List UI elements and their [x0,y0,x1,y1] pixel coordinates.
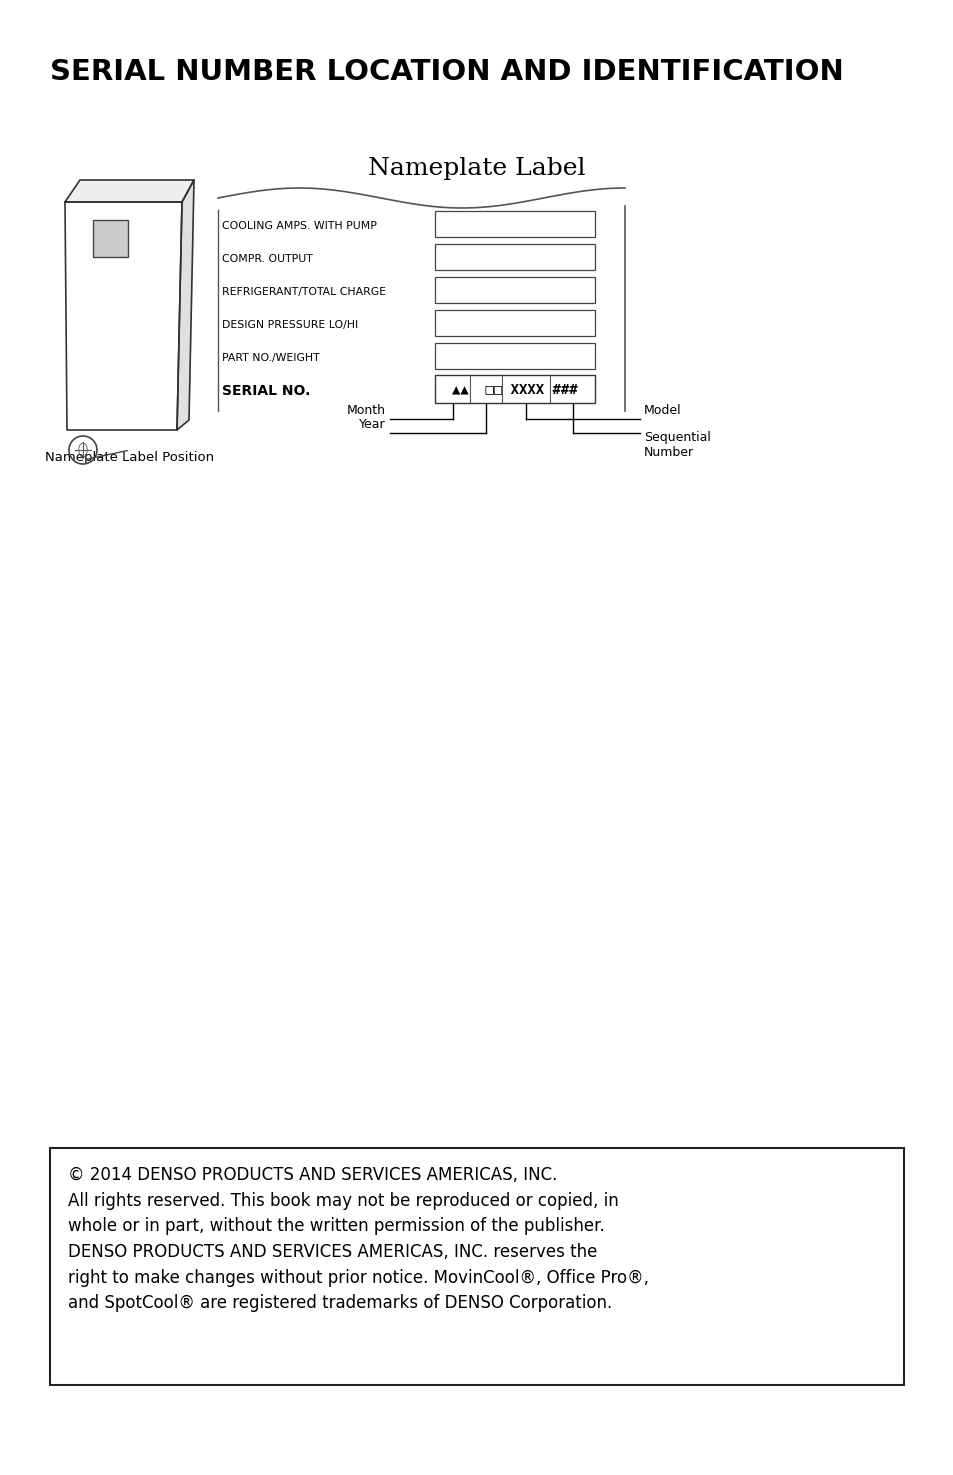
Bar [435,277,595,302]
Text: Month: Month [347,404,386,417]
Polygon shape [65,180,193,202]
Text: COMPR. OUTPUT: COMPR. OUTPUT [222,254,313,264]
Text: Model: Model [643,404,680,417]
Bar [50,1148,903,1385]
Bar [435,211,595,237]
Polygon shape [177,180,193,431]
Text: ▲▲  □□ XXXX ###: ▲▲ □□ XXXX ### [452,382,578,395]
Text: © 2014 DENSO PRODUCTS AND SERVICES AMERICAS, INC.
All rights reserved. This book: © 2014 DENSO PRODUCTS AND SERVICES AMERI… [68,1167,648,1313]
Text: REFRIGERANT/TOTAL CHARGE: REFRIGERANT/TOTAL CHARGE [222,288,386,296]
Bar [435,344,595,369]
Text: Year: Year [359,417,386,431]
Bar [435,243,595,270]
Text: DESIGN PRESSURE LO/HI: DESIGN PRESSURE LO/HI [222,320,358,330]
Text: SERIAL NO.: SERIAL NO. [222,384,310,398]
Text: Nameplate Label: Nameplate Label [368,156,585,180]
Text: PART NO./WEIGHT: PART NO./WEIGHT [222,353,319,363]
Bar [435,375,595,403]
Text: COOLING AMPS. WITH PUMP: COOLING AMPS. WITH PUMP [222,221,376,232]
Text: Nameplate Label Position: Nameplate Label Position [46,451,214,465]
Bar [92,220,128,257]
Polygon shape [65,202,182,431]
Bar [435,310,595,336]
Text: Sequential
Number: Sequential Number [643,431,710,459]
Text: SERIAL NUMBER LOCATION AND IDENTIFICATION: SERIAL NUMBER LOCATION AND IDENTIFICATIO… [50,58,842,86]
